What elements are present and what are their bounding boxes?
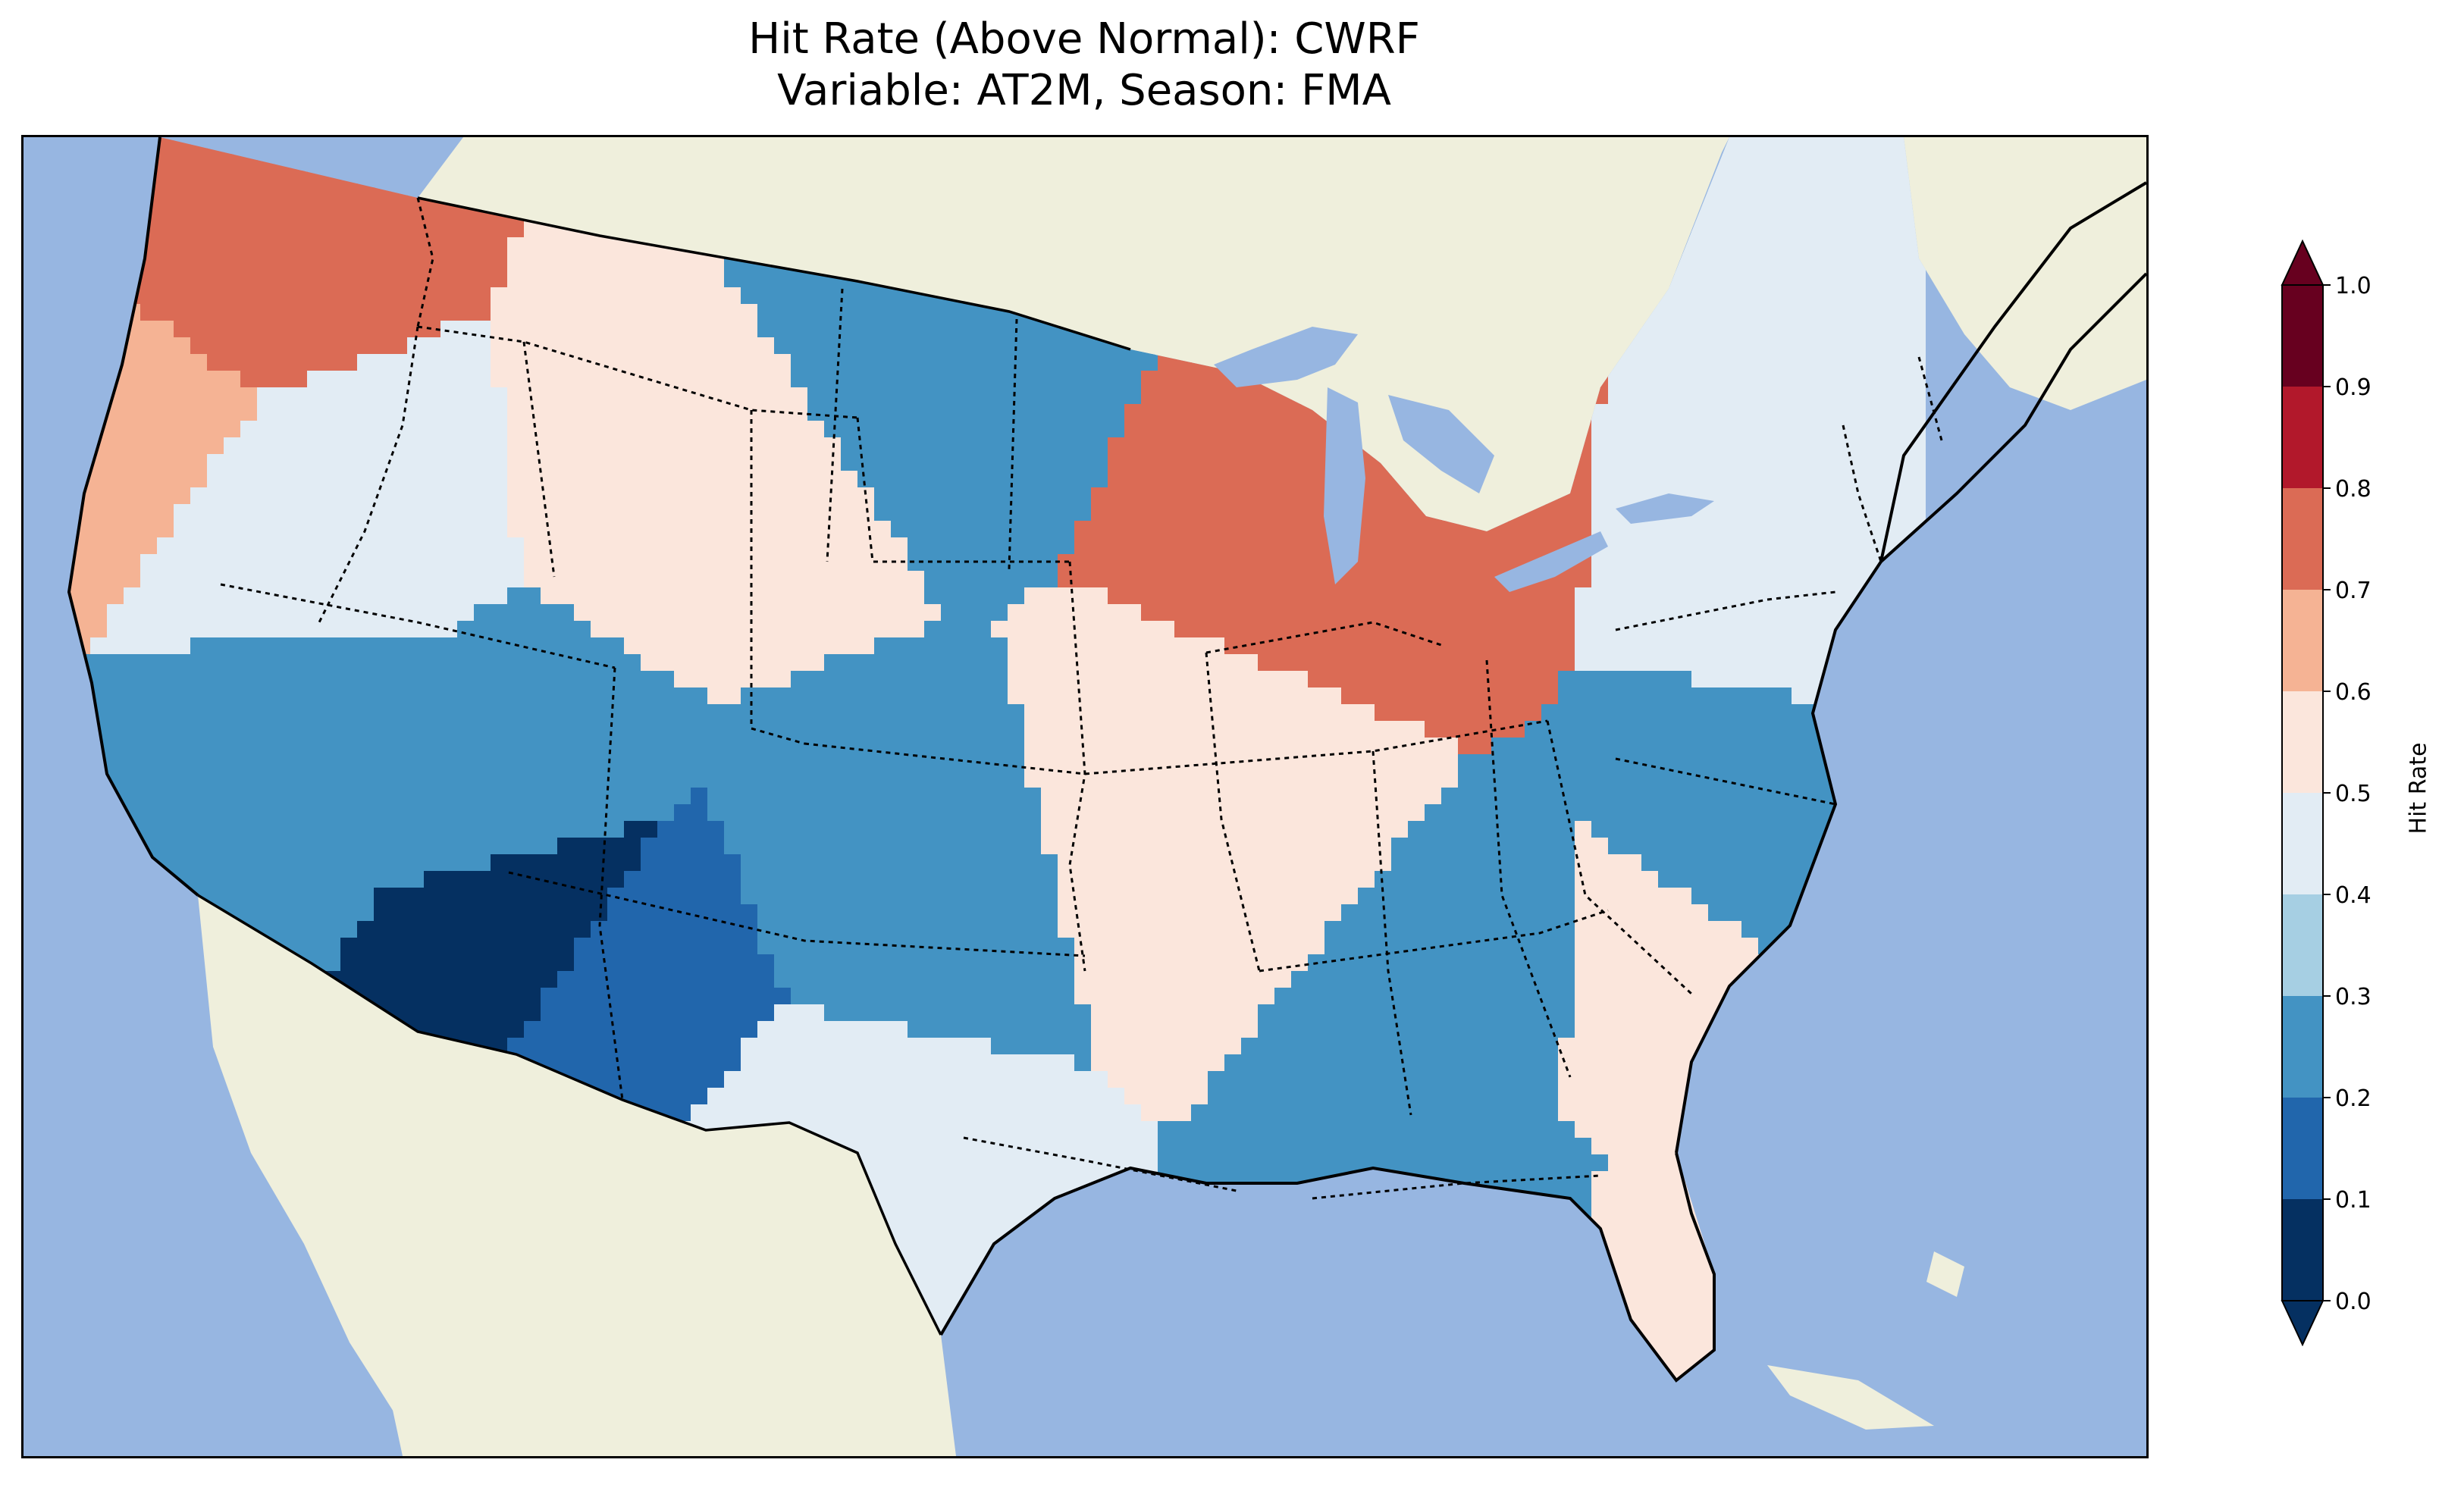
country-borders <box>197 196 1131 1336</box>
colorbar-tick-label: 0.3 <box>2335 984 2372 1010</box>
lake-superior <box>1214 327 1358 387</box>
hudson-coast <box>1879 181 2146 562</box>
colorbar-bin <box>2282 996 2323 1098</box>
colorbar-bin <box>2282 590 2323 691</box>
colorbar-tick-label: 0.4 <box>2335 882 2372 909</box>
colorbar-tick-label: 0.0 <box>2335 1289 2372 1315</box>
baja-land <box>198 895 433 1426</box>
coastlines <box>67 137 2146 1383</box>
colorbar-tick-label: 0.1 <box>2335 1187 2372 1214</box>
colorbar-bin <box>2282 1098 2323 1199</box>
cuba-land <box>1767 1365 1934 1430</box>
colorbar-tick-label: 0.5 <box>2335 781 2372 807</box>
colorbar-bin <box>2282 1199 2323 1301</box>
lake-ontario <box>1616 493 1714 524</box>
map-frame <box>21 135 2149 1458</box>
lake-erie <box>1494 531 1608 592</box>
colorbar-bin <box>2282 894 2323 996</box>
maritimes-land <box>1904 137 2146 410</box>
colorbar-bin <box>2282 488 2323 590</box>
us-canada-border <box>417 196 1131 351</box>
title-line-1: Hit Rate (Above Normal): CWRF <box>748 14 1420 64</box>
colorbar: 0.0 0.1 0.2 0.3 0.4 0.5 0.6 0.7 0.8 0.9 1.0 <box>2281 240 2372 1346</box>
gulf-coast <box>939 1152 1716 1383</box>
state-borders <box>220 197 1943 1200</box>
lakes <box>1214 327 1714 592</box>
colorbar-bin <box>2282 793 2323 894</box>
title-line-2: Variable: AT2M, Season: FMA <box>777 66 1391 115</box>
lake-huron <box>1388 395 1494 493</box>
colorbar-label: Hit Rate <box>2405 742 2432 835</box>
east-coast <box>1675 272 2146 1154</box>
lake-michigan <box>1324 387 1365 584</box>
us-map <box>24 137 2146 1456</box>
bahamas-land <box>1926 1251 1964 1297</box>
colorbar-tick-label: 0.7 <box>2335 578 2372 604</box>
colorbar-tick-label: 1.0 <box>2335 273 2372 299</box>
colorbar-under-extend <box>2281 1300 2324 1346</box>
colorbar-bin <box>2282 691 2323 793</box>
colorbar-over-extend <box>2281 240 2324 286</box>
map-title: Hit Rate (Above Normal): CWRF Variable: … <box>23 14 2146 117</box>
us-mexico-border <box>197 894 942 1336</box>
colorbar-bin <box>2282 387 2323 488</box>
colorbar-tick-label: 0.2 <box>2335 1085 2372 1112</box>
colorbar-tick-label: 0.9 <box>2335 374 2372 401</box>
west-coast <box>67 137 199 897</box>
colorbar-bin <box>2282 285 2323 387</box>
colorbar-tick-label: 0.8 <box>2335 476 2372 503</box>
colorbar-tick-label: 0.6 <box>2335 679 2372 706</box>
